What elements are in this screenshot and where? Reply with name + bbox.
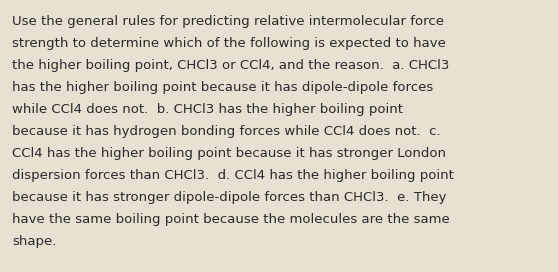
Text: dispersion forces than CHCl3.  d. CCl4 has the higher boiling point: dispersion forces than CHCl3. d. CCl4 ha… bbox=[12, 169, 454, 182]
Text: because it has hydrogen bonding forces while CCl4 does not.  c.: because it has hydrogen bonding forces w… bbox=[12, 125, 441, 138]
Text: while CCl4 does not.  b. CHCl3 has the higher boiling point: while CCl4 does not. b. CHCl3 has the hi… bbox=[12, 103, 403, 116]
Text: Use the general rules for predicting relative intermolecular force: Use the general rules for predicting rel… bbox=[12, 15, 444, 28]
Text: has the higher boiling point because it has dipole-dipole forces: has the higher boiling point because it … bbox=[12, 81, 433, 94]
Text: shape.: shape. bbox=[12, 235, 56, 248]
Text: have the same boiling point because the molecules are the same: have the same boiling point because the … bbox=[12, 213, 450, 226]
Text: the higher boiling point, CHCl3 or CCl4, and the reason.  a. CHCl3: the higher boiling point, CHCl3 or CCl4,… bbox=[12, 59, 449, 72]
Text: strength to determine which of the following is expected to have: strength to determine which of the follo… bbox=[12, 37, 446, 50]
Text: because it has stronger dipole-dipole forces than CHCl3.  e. They: because it has stronger dipole-dipole fo… bbox=[12, 191, 446, 204]
Text: CCl4 has the higher boiling point because it has stronger London: CCl4 has the higher boiling point becaus… bbox=[12, 147, 446, 160]
